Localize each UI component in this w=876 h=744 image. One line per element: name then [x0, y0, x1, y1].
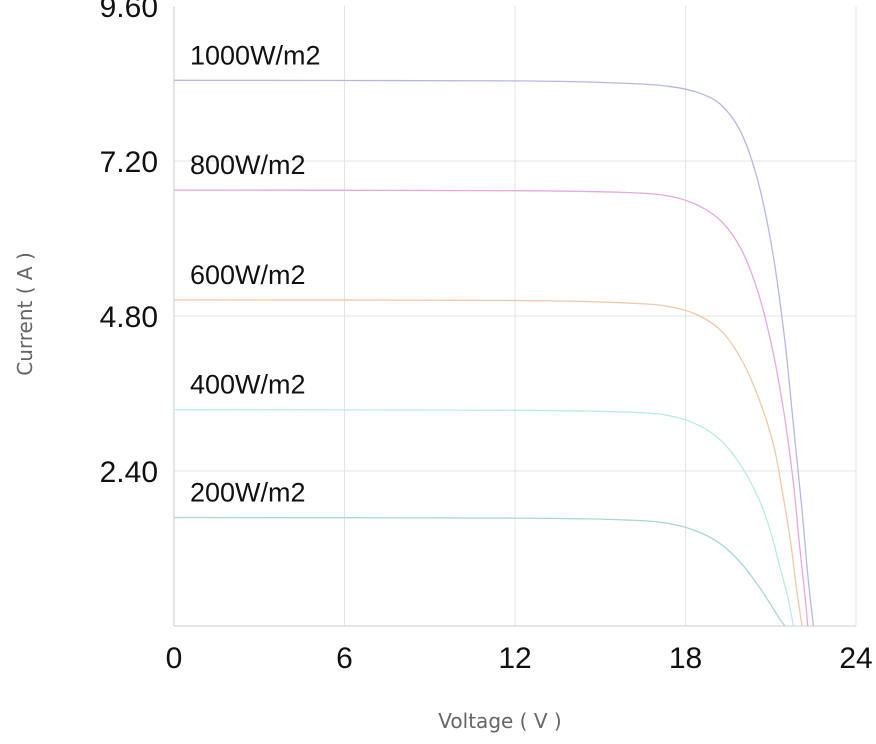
y-tick-label: 9.60 — [100, 0, 158, 24]
series-labels: 1000W/m2 800W/m2 600W/m2 400W/m2 200W/m2 — [190, 40, 321, 507]
x-tick-label: 0 — [166, 642, 183, 675]
series-label: 600W/m2 — [190, 260, 306, 290]
x-tick-label: 18 — [669, 642, 702, 675]
series-line — [173, 79, 815, 627]
x-tick-label: 12 — [498, 642, 531, 675]
series-label: 200W/m2 — [190, 478, 306, 508]
series-line — [173, 408, 795, 627]
x-tick-labels: 0 6 12 18 24 — [166, 642, 873, 675]
x-tick-label: 6 — [336, 642, 353, 675]
series-line — [173, 189, 809, 627]
x-axis-title: Voltage ( V ) — [438, 709, 561, 733]
series-label: 800W/m2 — [190, 150, 306, 180]
grid — [174, 6, 857, 626]
series-line — [173, 516, 786, 627]
y-tick-labels: 2.40 4.80 7.20 9.60 — [100, 0, 158, 489]
x-tick-label: 24 — [839, 642, 872, 675]
axes — [173, 6, 856, 627]
y-tick-label: 2.40 — [100, 456, 158, 489]
y-tick-label: 4.80 — [100, 301, 158, 334]
y-axis-title: Current ( A ) — [13, 252, 37, 375]
series-label: 1000W/m2 — [190, 40, 321, 70]
series-line — [173, 299, 803, 627]
y-tick-label: 7.20 — [100, 146, 158, 179]
series-lines — [173, 79, 815, 627]
series-label: 400W/m2 — [190, 370, 306, 400]
